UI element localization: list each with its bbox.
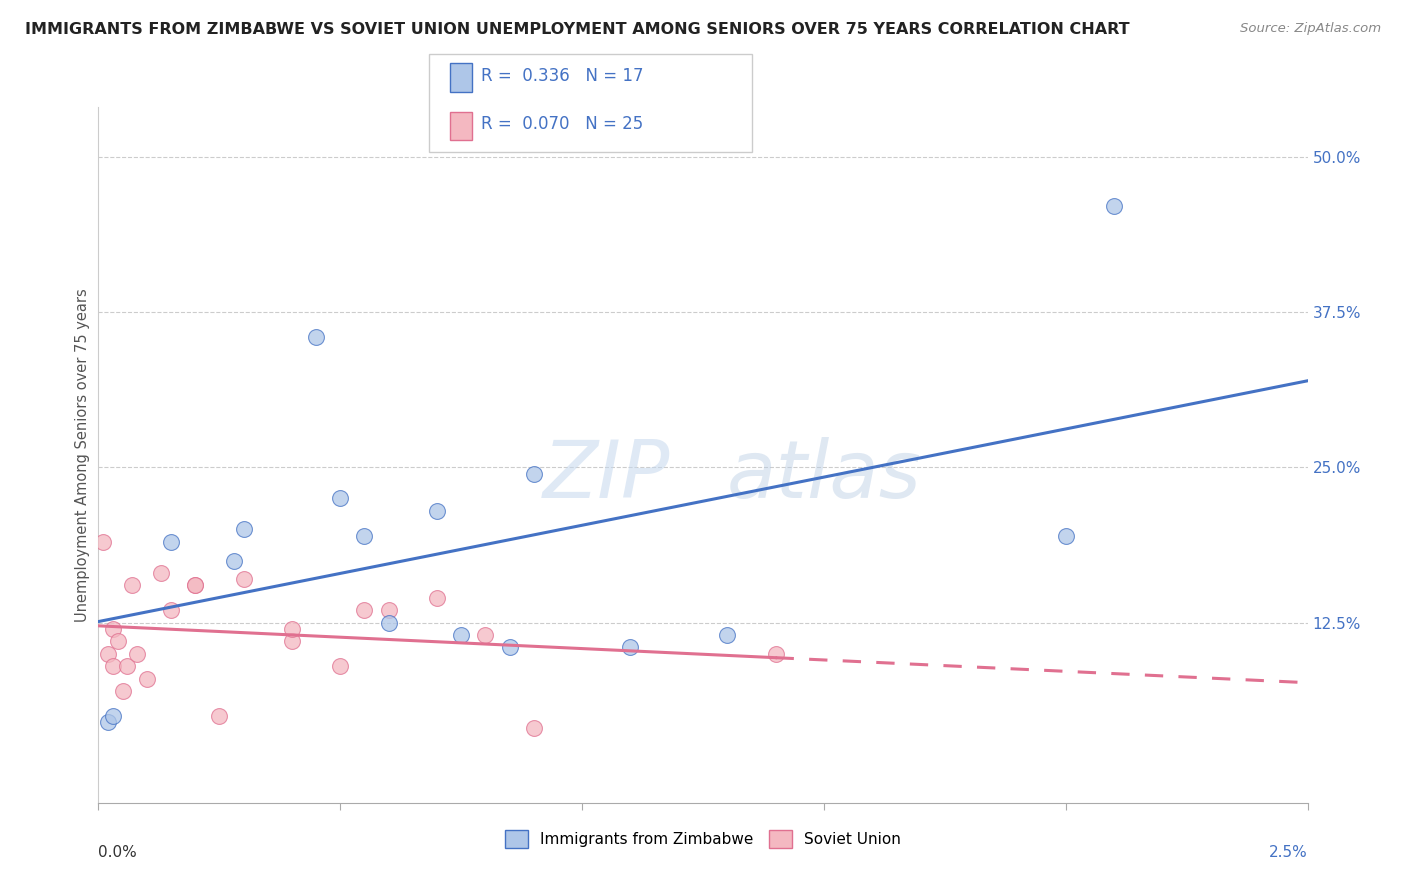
- Point: [450, 628, 472, 642]
- Point: [1054, 529, 1077, 543]
- Point: [232, 523, 254, 537]
- Point: [619, 640, 641, 655]
- Point: [353, 529, 375, 543]
- Text: Source: ZipAtlas.com: Source: ZipAtlas.com: [1240, 22, 1381, 36]
- Point: [160, 603, 183, 617]
- Point: [474, 628, 496, 642]
- Text: 2.5%: 2.5%: [1268, 845, 1308, 860]
- Point: [329, 659, 352, 673]
- Point: [222, 553, 245, 567]
- Point: [281, 622, 304, 636]
- Point: [184, 578, 207, 592]
- Text: R =  0.070   N = 25: R = 0.070 N = 25: [481, 115, 643, 133]
- Point: [150, 566, 173, 580]
- Point: [523, 467, 546, 481]
- Point: [97, 647, 120, 661]
- Text: ZIP: ZIP: [543, 437, 669, 515]
- Point: [111, 684, 134, 698]
- Legend: Immigrants from Zimbabwe, Soviet Union: Immigrants from Zimbabwe, Soviet Union: [499, 823, 907, 855]
- Point: [135, 672, 157, 686]
- Point: [426, 504, 449, 518]
- Point: [160, 534, 183, 549]
- Text: R =  0.336   N = 17: R = 0.336 N = 17: [481, 67, 644, 85]
- Point: [184, 578, 207, 592]
- Point: [232, 572, 254, 586]
- Point: [97, 714, 120, 729]
- Point: [281, 634, 304, 648]
- Point: [101, 708, 124, 723]
- Point: [329, 491, 352, 506]
- Point: [91, 534, 114, 549]
- Point: [426, 591, 449, 605]
- Point: [101, 659, 124, 673]
- Point: [127, 647, 149, 661]
- Point: [523, 721, 546, 735]
- Point: [121, 578, 143, 592]
- Point: [498, 640, 520, 655]
- Point: [765, 647, 787, 661]
- Text: 0.0%: 0.0%: [98, 845, 138, 860]
- Point: [1102, 199, 1125, 213]
- Text: IMMIGRANTS FROM ZIMBABWE VS SOVIET UNION UNEMPLOYMENT AMONG SENIORS OVER 75 YEAR: IMMIGRANTS FROM ZIMBABWE VS SOVIET UNION…: [25, 22, 1130, 37]
- Point: [377, 615, 399, 630]
- Point: [107, 634, 129, 648]
- Point: [101, 622, 124, 636]
- Point: [377, 603, 399, 617]
- Point: [305, 330, 328, 344]
- Text: atlas: atlas: [727, 437, 921, 515]
- Point: [716, 628, 738, 642]
- Y-axis label: Unemployment Among Seniors over 75 years: Unemployment Among Seniors over 75 years: [75, 288, 90, 622]
- Point: [208, 708, 231, 723]
- Point: [117, 659, 139, 673]
- Point: [353, 603, 375, 617]
